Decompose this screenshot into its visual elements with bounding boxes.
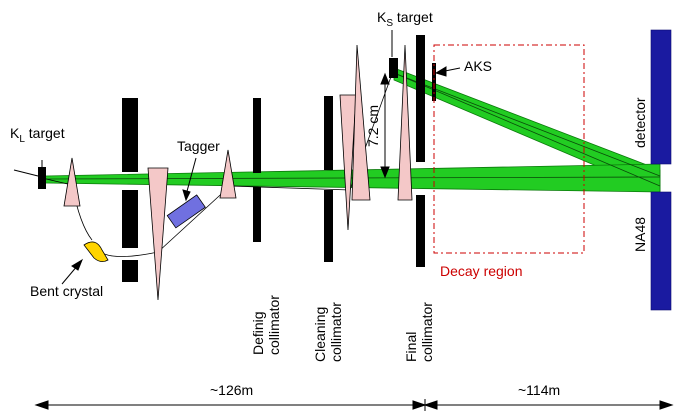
ks-beam-axis-1 — [393, 72, 661, 177]
final-collimator-label: Final collimator — [403, 302, 435, 362]
bent-crystal — [83, 241, 109, 262]
block-1b — [122, 190, 138, 248]
cleaning-collimator-lower — [324, 190, 333, 262]
separation-label: 7.2 cm — [365, 105, 381, 147]
magnet-4 — [339, 94, 357, 231]
magnet-1 — [63, 157, 81, 207]
left-arrowhead-icon — [423, 400, 438, 410]
decay-region-label: Decay region — [440, 263, 523, 279]
left-arrowhead-icon — [34, 400, 49, 410]
label-pointers — [41, 30, 461, 285]
detector-upper — [650, 29, 672, 165]
magnets — [63, 44, 413, 301]
ks-target-label: KS target — [377, 9, 433, 29]
magnet-6 — [397, 44, 413, 201]
up-arrowhead-icon — [380, 72, 390, 85]
decay-region-box — [433, 44, 585, 254]
na48-label: NA48 — [632, 217, 648, 252]
magnet-2 — [147, 167, 169, 301]
defining-collimator-lower — [253, 187, 261, 242]
ks-target — [389, 58, 398, 78]
final-collimator-lower — [416, 195, 425, 267]
distance-126-label: ~126m — [210, 382, 253, 398]
distance-114-label: ~114m — [518, 382, 560, 398]
collimators — [38, 35, 436, 282]
defining-collimator-label: Definig collimator — [250, 295, 282, 355]
right-arrowhead-icon — [659, 400, 674, 410]
final-collimator-upper — [416, 35, 425, 162]
right-arrowhead-icon — [412, 400, 427, 410]
tagger — [166, 194, 206, 229]
cleaning-collimator-label: Cleaning collimator — [312, 302, 344, 362]
magnet-5 — [351, 44, 371, 201]
detector-label: detector — [632, 97, 648, 148]
aks-element — [432, 63, 436, 101]
dimension-arrows — [34, 399, 674, 411]
incoming-beam — [13, 169, 39, 177]
block-1c — [122, 260, 138, 282]
down-arrowhead-icon — [380, 166, 390, 179]
separation-measure — [380, 72, 390, 179]
aks-label: AKS — [464, 58, 492, 74]
cleaning-collimator-upper — [324, 96, 333, 170]
ks-beam-axis-2 — [393, 72, 661, 187]
tagger-label: Tagger — [177, 138, 220, 154]
kl-target-label: KL target — [10, 125, 65, 145]
bent-crystal-label: Bent crystal — [30, 283, 103, 299]
detector-lower — [650, 191, 672, 311]
kl-target — [38, 167, 46, 189]
block-1a — [122, 98, 138, 172]
defining-collimator-upper — [253, 98, 261, 173]
detector — [650, 29, 672, 311]
magnet-3 — [219, 149, 237, 199]
